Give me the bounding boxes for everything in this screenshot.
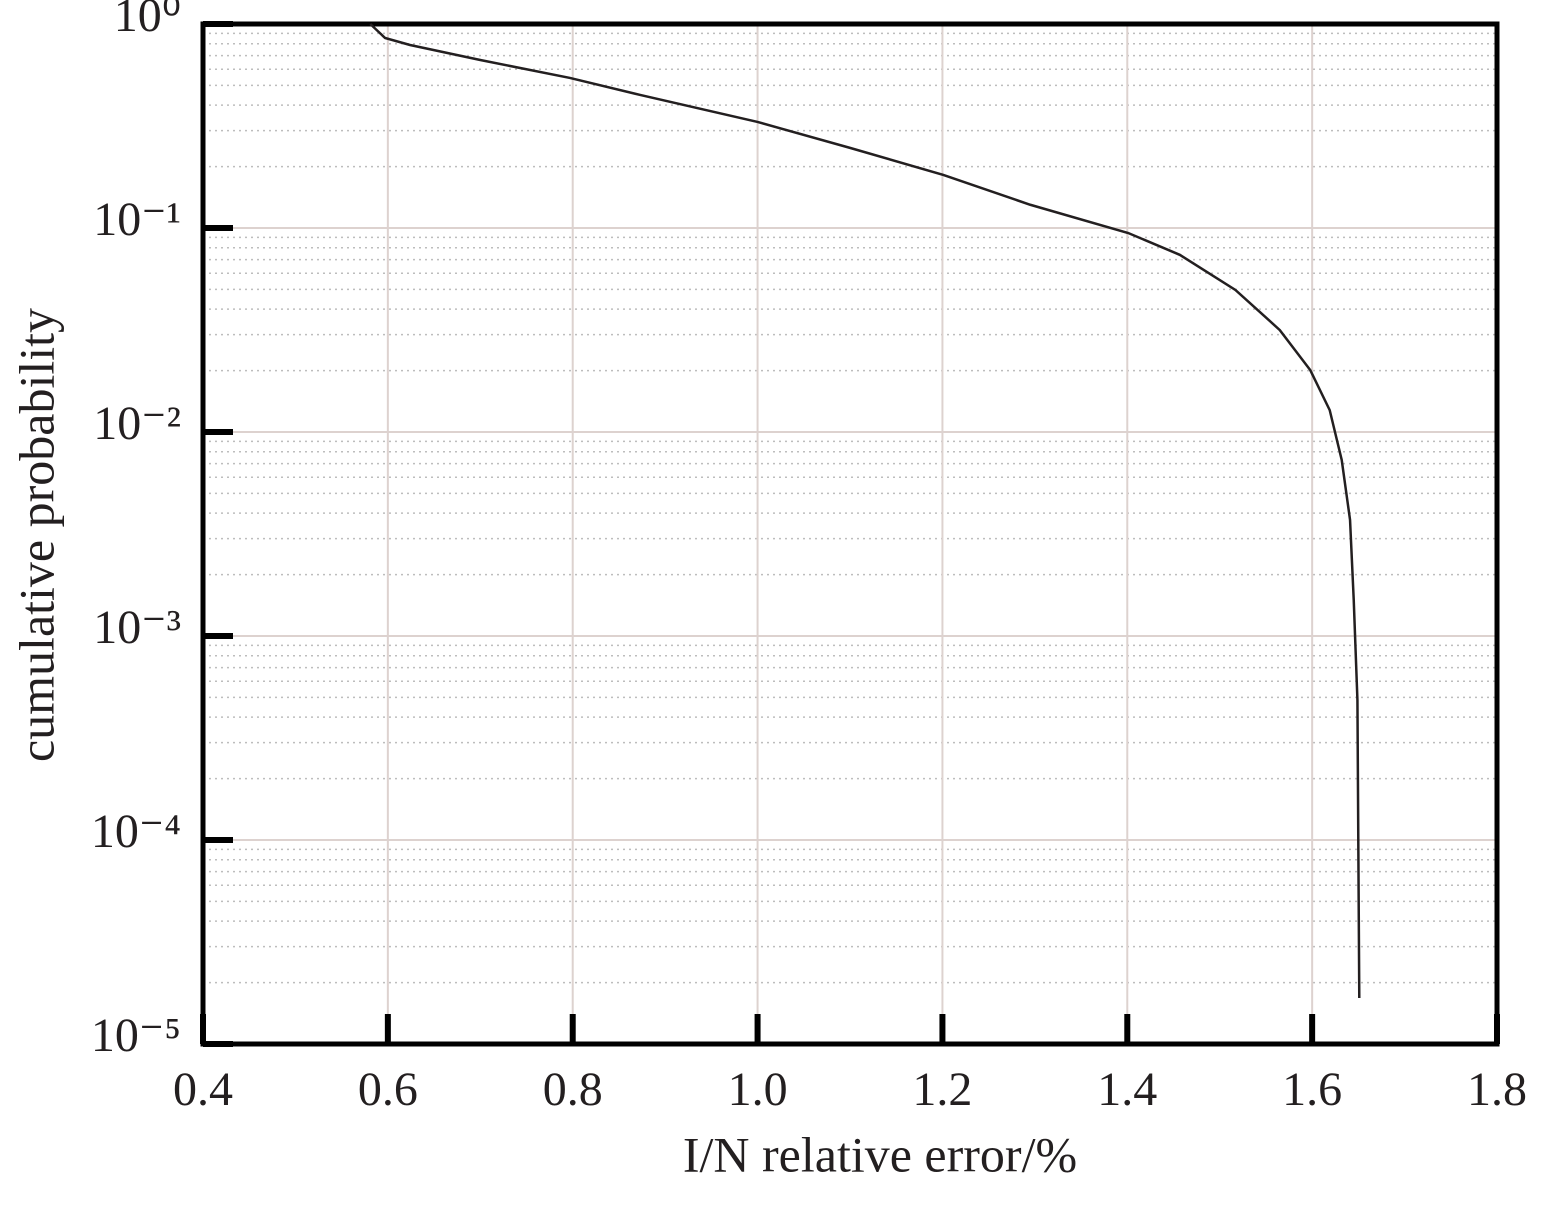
plot-frame bbox=[200, 21, 1500, 1047]
y-tick-label: 10⁻⁵ bbox=[91, 1009, 181, 1062]
x-tick-label: 1.8 bbox=[1467, 1063, 1527, 1116]
x-tick-label: 0.6 bbox=[358, 1063, 418, 1116]
y-tick-label: 10⁻³ bbox=[93, 601, 181, 654]
x-tick-label: 1.2 bbox=[912, 1063, 972, 1116]
x-tick-label: 1.0 bbox=[728, 1063, 788, 1116]
x-tick-label: 1.6 bbox=[1282, 1063, 1342, 1116]
y-axis-label: cumulative probability bbox=[8, 308, 64, 762]
y-tick-label: 10⁻⁴ bbox=[91, 805, 181, 858]
y-tick-label: 10⁻¹ bbox=[93, 193, 181, 246]
y-tick-label: 10⁻² bbox=[93, 397, 181, 450]
series-line bbox=[369, 23, 1361, 999]
x-tick-label: 1.4 bbox=[1097, 1063, 1157, 1116]
y-tick-label: 10⁰ bbox=[114, 0, 181, 42]
x-tick-label: 0.4 bbox=[173, 1063, 233, 1116]
x-tick-label: 0.8 bbox=[543, 1063, 603, 1116]
x-axis-label: I/N relative error/% bbox=[683, 1126, 1077, 1182]
